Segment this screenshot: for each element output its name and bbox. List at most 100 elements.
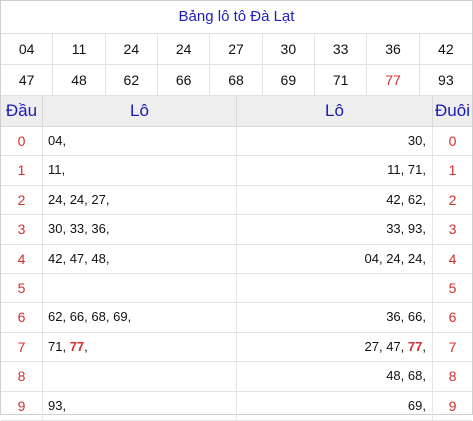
dau-digit: 2	[1, 185, 43, 216]
lo-cell-right: 36, 66,	[237, 303, 433, 333]
separator: ,	[378, 338, 387, 354]
lo-number: 24	[407, 250, 423, 266]
duoi-digit: 8	[433, 362, 472, 392]
dau-digit: 0	[1, 127, 43, 157]
number-cell: 30	[262, 34, 315, 65]
separator: ,	[422, 397, 426, 413]
header-lo-right: Lô	[237, 96, 433, 127]
separator: ,	[84, 250, 92, 266]
lo-number: 71	[407, 162, 423, 178]
separator: ,	[400, 221, 408, 237]
separator: ,	[422, 250, 426, 266]
separator: ,	[62, 397, 67, 413]
separator: ,	[422, 309, 426, 325]
duoi-digit: 5	[433, 274, 472, 304]
lo-number: 93	[48, 397, 63, 413]
lo-cell-left: 24, 24, 27,	[43, 185, 237, 216]
lo-cell-left: 93,	[43, 391, 237, 421]
lo-number: 47	[386, 338, 401, 354]
lo-cell-right	[237, 273, 433, 304]
lo-number: 77	[407, 338, 423, 354]
separator: ,	[62, 338, 70, 354]
lo-cell-right: 04, 24, 24,	[237, 244, 433, 274]
lo-number: 27	[364, 338, 379, 354]
lo-number: 30	[407, 133, 423, 148]
lo-cell-left: 62, 66, 68, 69,	[43, 303, 237, 333]
duoi-digit: 0	[433, 127, 472, 157]
lo-number: 47	[69, 250, 85, 266]
separator: ,	[62, 250, 70, 266]
lo-number: 27	[91, 191, 106, 207]
lo-number: 62	[48, 309, 63, 325]
lo-cell-left: 42, 47, 48,	[43, 244, 237, 274]
separator: ,	[105, 309, 114, 325]
number-cell: 62	[105, 65, 158, 96]
lo-number: 62	[407, 191, 423, 207]
lo-number: 11	[48, 162, 62, 178]
lo-number: 42	[386, 191, 401, 207]
duoi-digit: 7	[433, 333, 472, 363]
lo-number: 24	[69, 191, 85, 207]
lo-number: 77	[69, 338, 85, 354]
lo-number: 11	[387, 162, 401, 178]
lo-cell-left: 04,	[43, 127, 237, 157]
lo-cell-right: 42, 62,	[237, 185, 433, 216]
separator: ,	[400, 368, 408, 384]
number-cell: 36	[367, 34, 420, 65]
separator: ,	[400, 191, 408, 207]
number-cell: 93	[419, 65, 472, 96]
separator: ,	[105, 221, 110, 237]
separator: ,	[422, 133, 426, 148]
dau-digit: 3	[1, 215, 43, 245]
lo-cell-left: 71, 77,	[43, 332, 237, 363]
separator: ,	[400, 309, 408, 325]
number-cell: 47	[1, 65, 54, 96]
lo-cell-left: 11,	[43, 156, 237, 186]
duoi-digit: 2	[433, 186, 472, 216]
duoi-digit: 3	[433, 215, 472, 245]
separator: ,	[62, 221, 70, 237]
dau-digit: 7	[1, 332, 43, 363]
lo-number: 69	[113, 309, 128, 325]
number-cell: 42	[419, 34, 472, 65]
separator: ,	[422, 368, 426, 384]
separator: ,	[84, 338, 88, 354]
lo-number: 04	[48, 133, 63, 148]
lo-number: 33	[69, 221, 85, 237]
number-cell: 69	[262, 65, 315, 96]
dau-digit: 4	[1, 244, 43, 274]
separator: ,	[422, 221, 426, 237]
page-title: Bảng lô tô Đà Lạt	[1, 1, 472, 34]
separator: ,	[378, 250, 387, 266]
separator: ,	[422, 162, 426, 178]
lo-number: 24	[48, 191, 63, 207]
number-cell: 04	[1, 34, 54, 65]
dau-digit: 9	[1, 391, 43, 421]
lo-number: 69	[407, 397, 423, 413]
number-grid: 04 11 24 24 27 30 33 36 42 47 48 62 66 68 69 71 77 93	[1, 34, 472, 96]
lo-cell-right: 33, 93,	[237, 215, 433, 245]
separator: ,	[127, 309, 132, 325]
lo-number: 93	[407, 221, 423, 237]
separator: ,	[400, 338, 408, 354]
lo-number: 48	[386, 368, 401, 384]
lo-cell-right: 11, 71,	[237, 156, 433, 186]
lo-number: 66	[407, 309, 423, 325]
dau-digit: 8	[1, 362, 43, 392]
separator: ,	[105, 250, 110, 266]
duoi-digit: 4	[433, 245, 472, 274]
dau-digit: 5	[1, 273, 43, 304]
lo-number: 36	[386, 309, 401, 325]
lo-number: 68	[91, 309, 106, 325]
number-cell: 24	[157, 34, 211, 65]
separator: ,	[84, 221, 92, 237]
lo-cell-right: 27, 47, 77,	[237, 332, 433, 363]
lo-number: 71	[48, 338, 63, 354]
number-cell: 68	[210, 65, 263, 96]
separator: ,	[84, 309, 92, 325]
lo-number: 36	[91, 221, 106, 237]
separator: ,	[62, 133, 67, 148]
duoi-digit: 1	[433, 156, 472, 186]
separator: ,	[422, 338, 426, 354]
